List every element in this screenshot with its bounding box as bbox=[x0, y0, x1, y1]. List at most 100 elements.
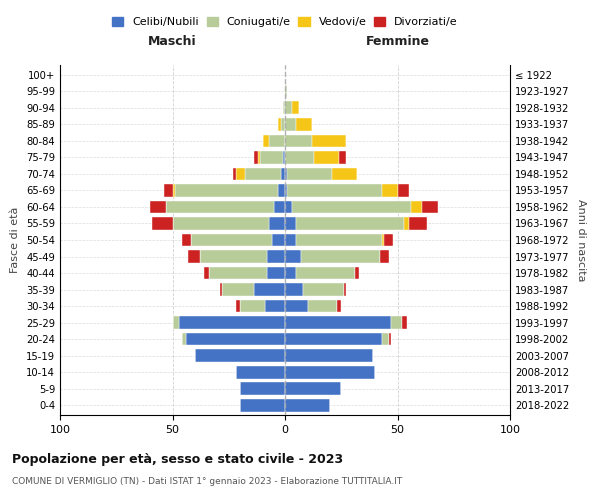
Bar bbox=[285, 118, 296, 131]
Bar bbox=[343, 283, 346, 296]
Bar bbox=[308, 300, 337, 312]
Bar bbox=[235, 168, 245, 180]
Bar bbox=[182, 332, 186, 345]
Text: Femmine: Femmine bbox=[365, 36, 430, 49]
Bar bbox=[173, 184, 175, 197]
Bar bbox=[258, 151, 260, 164]
Bar bbox=[285, 184, 287, 197]
Bar bbox=[382, 184, 398, 197]
Bar bbox=[285, 168, 287, 180]
Y-axis label: Fasce di età: Fasce di età bbox=[10, 207, 20, 273]
Bar bbox=[269, 217, 285, 230]
Bar bbox=[281, 168, 285, 180]
Bar bbox=[285, 250, 301, 263]
Bar bbox=[411, 200, 422, 213]
Bar bbox=[199, 250, 267, 263]
Bar bbox=[292, 200, 411, 213]
Bar bbox=[274, 200, 285, 213]
Bar bbox=[391, 316, 402, 329]
Bar bbox=[245, 168, 281, 180]
Bar bbox=[332, 168, 357, 180]
Bar bbox=[404, 217, 409, 230]
Bar bbox=[296, 266, 355, 280]
Bar bbox=[398, 184, 409, 197]
Bar bbox=[166, 200, 274, 213]
Bar bbox=[389, 332, 391, 345]
Bar bbox=[163, 184, 173, 197]
Bar bbox=[301, 250, 380, 263]
Bar bbox=[285, 85, 287, 98]
Bar bbox=[179, 316, 285, 329]
Bar bbox=[285, 283, 303, 296]
Bar bbox=[283, 151, 285, 164]
Bar bbox=[296, 118, 312, 131]
Bar bbox=[296, 217, 404, 230]
Bar bbox=[285, 398, 330, 411]
Bar bbox=[152, 217, 173, 230]
Bar bbox=[195, 349, 285, 362]
Bar bbox=[285, 366, 375, 378]
Bar bbox=[422, 200, 438, 213]
Bar bbox=[265, 300, 285, 312]
Bar bbox=[173, 316, 179, 329]
Bar bbox=[296, 234, 382, 246]
Bar bbox=[278, 118, 281, 131]
Bar bbox=[287, 168, 332, 180]
Bar bbox=[240, 398, 285, 411]
Bar bbox=[281, 118, 285, 131]
Bar bbox=[285, 200, 292, 213]
Bar bbox=[337, 300, 341, 312]
Bar bbox=[314, 151, 339, 164]
Bar bbox=[209, 266, 267, 280]
Bar bbox=[292, 102, 299, 114]
Bar bbox=[283, 102, 285, 114]
Bar bbox=[278, 184, 285, 197]
Bar bbox=[409, 217, 427, 230]
Bar bbox=[382, 234, 384, 246]
Bar bbox=[267, 266, 285, 280]
Bar bbox=[382, 332, 389, 345]
Bar bbox=[285, 349, 373, 362]
Bar bbox=[285, 266, 296, 280]
Bar bbox=[150, 200, 166, 213]
Bar bbox=[285, 217, 296, 230]
Legend: Celibi/Nubili, Coniugati/e, Vedovi/e, Divorziati/e: Celibi/Nubili, Coniugati/e, Vedovi/e, Di… bbox=[110, 14, 460, 30]
Bar bbox=[287, 184, 382, 197]
Bar bbox=[285, 316, 391, 329]
Bar bbox=[285, 134, 312, 147]
Bar bbox=[233, 168, 235, 180]
Bar bbox=[175, 184, 278, 197]
Bar bbox=[285, 382, 341, 395]
Bar bbox=[285, 151, 314, 164]
Text: Maschi: Maschi bbox=[148, 36, 197, 49]
Bar bbox=[186, 332, 285, 345]
Bar bbox=[220, 283, 222, 296]
Bar bbox=[285, 234, 296, 246]
Text: Popolazione per età, sesso e stato civile - 2023: Popolazione per età, sesso e stato civil… bbox=[12, 452, 343, 466]
Bar bbox=[191, 234, 271, 246]
Bar bbox=[240, 382, 285, 395]
Bar bbox=[188, 250, 199, 263]
Bar bbox=[204, 266, 209, 280]
Bar bbox=[384, 234, 393, 246]
Bar bbox=[235, 366, 285, 378]
Bar bbox=[173, 217, 269, 230]
Text: COMUNE DI VERMIGLIO (TN) - Dati ISTAT 1° gennaio 2023 - Elaborazione TUTTITALIA.: COMUNE DI VERMIGLIO (TN) - Dati ISTAT 1°… bbox=[12, 478, 402, 486]
Bar bbox=[285, 300, 308, 312]
Bar bbox=[267, 250, 285, 263]
Bar bbox=[222, 283, 254, 296]
Bar bbox=[240, 300, 265, 312]
Bar bbox=[339, 151, 346, 164]
Bar bbox=[355, 266, 359, 280]
Bar bbox=[235, 300, 240, 312]
Bar bbox=[269, 134, 285, 147]
Bar bbox=[260, 151, 283, 164]
Bar bbox=[303, 283, 343, 296]
Bar bbox=[254, 283, 285, 296]
Bar bbox=[254, 151, 258, 164]
Bar bbox=[285, 332, 382, 345]
Bar bbox=[285, 102, 292, 114]
Bar bbox=[182, 234, 191, 246]
Bar bbox=[402, 316, 407, 329]
Bar bbox=[312, 134, 346, 147]
